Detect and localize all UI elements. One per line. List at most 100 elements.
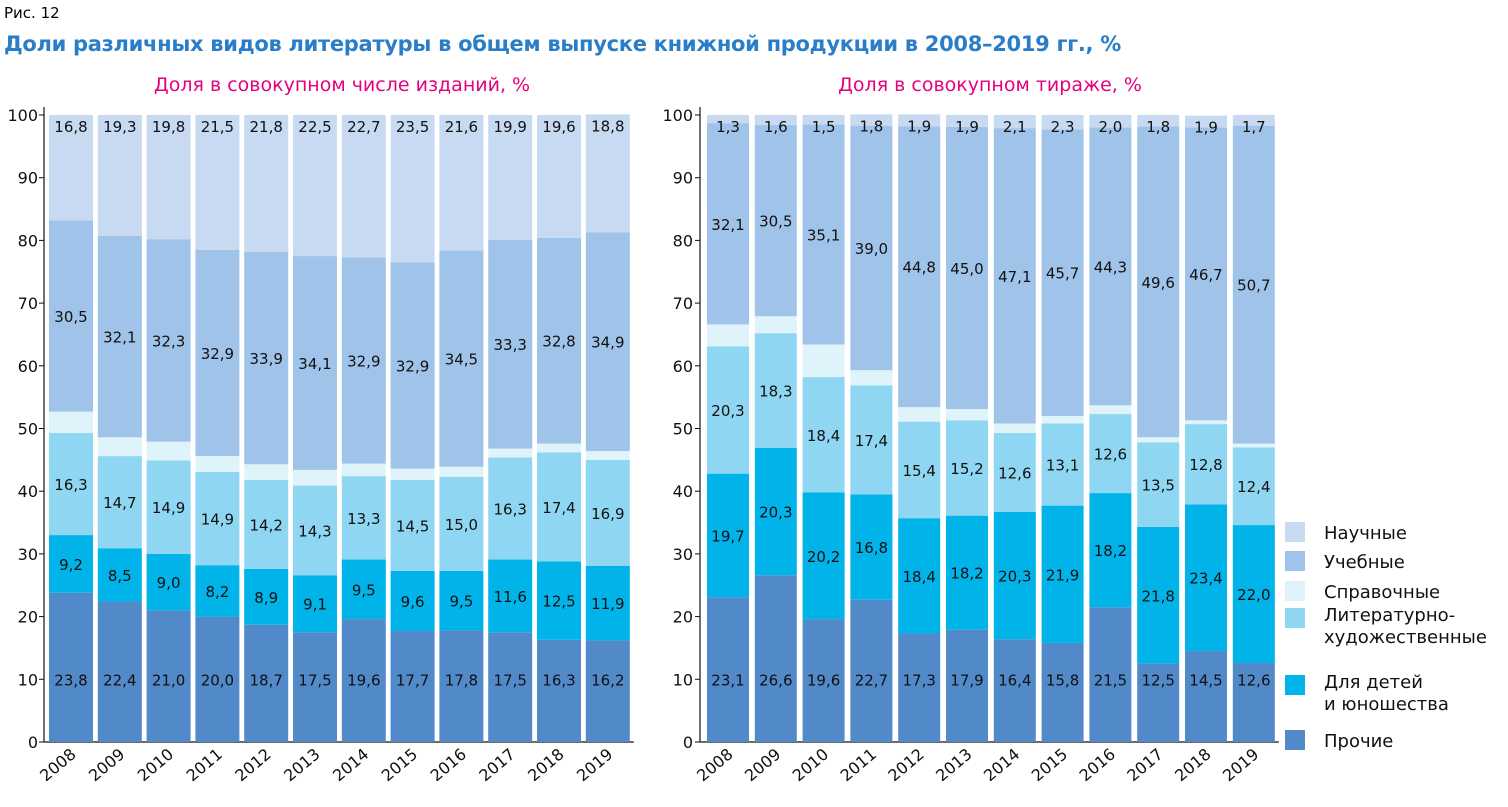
bar-segment bbox=[244, 568, 289, 625]
data-label: 21,5 bbox=[201, 118, 234, 136]
x-tick-label: 2014 bbox=[980, 745, 1023, 786]
data-label: 14,2 bbox=[249, 516, 282, 534]
x-tick-label: 2018 bbox=[1171, 745, 1214, 786]
y-tick-label: 20 bbox=[18, 608, 38, 627]
data-label: 44,3 bbox=[1094, 258, 1127, 276]
bar-segment bbox=[585, 565, 630, 641]
bar-segment bbox=[97, 456, 142, 549]
data-label: 9,5 bbox=[449, 593, 473, 611]
data-label: 13,5 bbox=[1141, 477, 1174, 495]
chart-title: Доли различных видов литературы в общем … bbox=[4, 32, 1121, 56]
data-label: 9,0 bbox=[157, 574, 181, 592]
bar-segment bbox=[946, 420, 988, 516]
data-label: 34,5 bbox=[445, 351, 478, 369]
data-label: 16,9 bbox=[591, 505, 624, 523]
data-label: 1,9 bbox=[907, 117, 931, 135]
bar-segment bbox=[439, 115, 484, 251]
bar-segment bbox=[439, 250, 484, 467]
x-tick-label: 2012 bbox=[231, 745, 274, 786]
data-label: 30,5 bbox=[54, 308, 87, 326]
bar-segment bbox=[898, 421, 941, 519]
bar-segment bbox=[49, 220, 93, 412]
y-tick-label: 50 bbox=[18, 420, 38, 439]
y-tick-label: 40 bbox=[673, 482, 693, 501]
data-label: 20,3 bbox=[759, 504, 792, 522]
x-tick-label: 2013 bbox=[932, 745, 975, 786]
legend-swatch bbox=[1285, 730, 1305, 750]
data-label: 26,6 bbox=[759, 671, 792, 689]
bar-segment bbox=[1137, 437, 1180, 443]
x-tick-label: 2012 bbox=[884, 745, 927, 786]
data-label: 2,0 bbox=[1098, 118, 1122, 136]
data-label: 45,7 bbox=[1046, 265, 1079, 283]
data-label: 22,7 bbox=[347, 118, 380, 136]
x-tick-label: 2019 bbox=[573, 745, 616, 786]
bar-segment bbox=[1185, 504, 1227, 652]
data-label: 33,3 bbox=[493, 336, 526, 354]
data-label: 32,8 bbox=[542, 333, 575, 351]
bar-segment bbox=[195, 249, 240, 457]
bar-segment bbox=[946, 126, 988, 410]
bar-segment bbox=[341, 463, 386, 477]
bar-segment bbox=[244, 115, 289, 252]
bar-segment bbox=[993, 115, 1036, 129]
bar-segment bbox=[195, 115, 240, 250]
bar-segment bbox=[293, 485, 337, 576]
data-label: 17,4 bbox=[542, 499, 575, 517]
x-tick-label: 2017 bbox=[1123, 745, 1166, 786]
data-label: 1,9 bbox=[955, 118, 979, 136]
bar-segment bbox=[850, 385, 893, 495]
bar-segment bbox=[1041, 115, 1084, 130]
data-label: 1,6 bbox=[764, 118, 788, 136]
data-label: 23,4 bbox=[1189, 570, 1222, 588]
legend-swatch bbox=[1285, 522, 1305, 542]
bar-segment bbox=[293, 115, 337, 257]
bar-segment bbox=[293, 575, 337, 633]
bar-segment bbox=[707, 115, 749, 124]
data-label: 20,2 bbox=[807, 548, 840, 566]
data-label: 14,9 bbox=[201, 510, 234, 528]
data-label: 35,1 bbox=[807, 226, 840, 244]
y-tick-label: 90 bbox=[18, 169, 38, 188]
data-label: 21,9 bbox=[1046, 566, 1079, 584]
bar-segment bbox=[707, 473, 749, 598]
legend-swatch bbox=[1285, 581, 1305, 601]
data-label: 20,3 bbox=[998, 568, 1031, 586]
bar-segment bbox=[537, 115, 581, 238]
bar-segment bbox=[49, 411, 93, 433]
bar-segment bbox=[802, 492, 845, 620]
bar-segment bbox=[488, 115, 533, 240]
data-label: 15,2 bbox=[950, 460, 983, 478]
data-label: 17,4 bbox=[855, 432, 888, 450]
bar-segment bbox=[195, 456, 240, 472]
bar-segment bbox=[146, 441, 191, 461]
bar-segment bbox=[1137, 663, 1180, 742]
data-label: 16,3 bbox=[54, 476, 87, 494]
x-tick-label: 2018 bbox=[524, 745, 567, 786]
bar-segment bbox=[1232, 662, 1275, 742]
data-label: 34,9 bbox=[591, 334, 624, 352]
data-label: 34,1 bbox=[298, 355, 331, 373]
bar-segment bbox=[488, 632, 533, 742]
data-label: 18,8 bbox=[591, 117, 624, 135]
bar-segment bbox=[754, 115, 797, 126]
data-label: 17,5 bbox=[493, 671, 526, 689]
bar-segment bbox=[898, 407, 941, 422]
data-label: 15,8 bbox=[1046, 671, 1079, 689]
data-label: 23,8 bbox=[54, 671, 87, 689]
legend-label: Для детей и юношества bbox=[1324, 672, 1449, 715]
data-label: 12,6 bbox=[1237, 671, 1270, 689]
bar-segment bbox=[49, 432, 93, 536]
x-tick-label: 2009 bbox=[85, 745, 128, 786]
bar-segment bbox=[97, 601, 142, 742]
legend-label: Научные bbox=[1324, 523, 1407, 544]
data-label: 22,5 bbox=[298, 118, 331, 136]
legend-swatch bbox=[1285, 675, 1305, 695]
bar-segment bbox=[244, 464, 289, 480]
data-label: 32,9 bbox=[201, 345, 234, 363]
x-tick-label: 2010 bbox=[789, 745, 832, 786]
bar-segment bbox=[1089, 115, 1132, 128]
bar-segment bbox=[1185, 127, 1227, 421]
bar-segment bbox=[802, 377, 845, 493]
bar-segment bbox=[585, 451, 630, 460]
